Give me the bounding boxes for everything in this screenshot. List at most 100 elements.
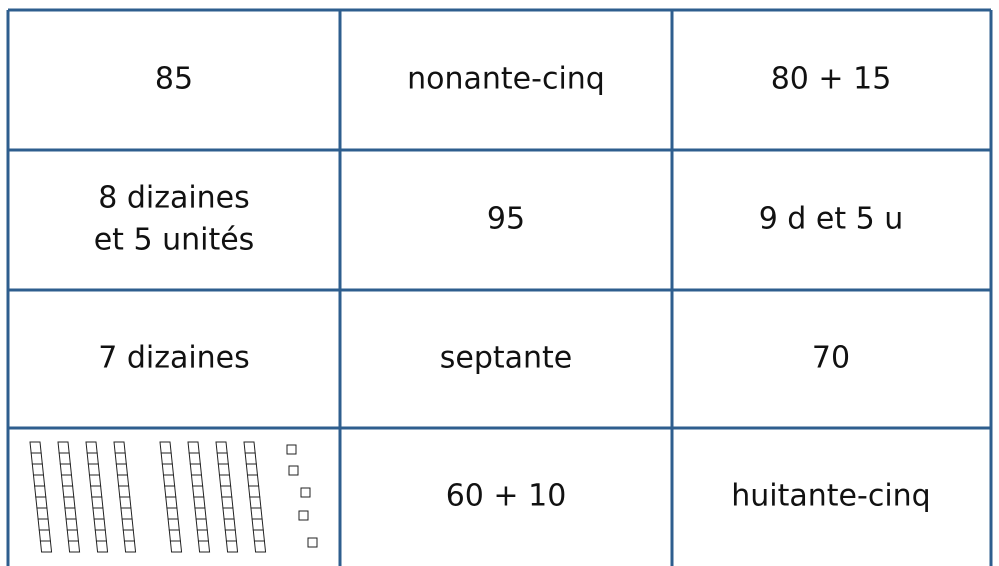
- rod-cell: [189, 463, 203, 476]
- cell-text: 60 + 10: [446, 479, 567, 514]
- ten-rod: [243, 441, 267, 553]
- rod-cell: [169, 540, 183, 553]
- rod-cell: [223, 518, 236, 531]
- rod-cell: [224, 529, 237, 542]
- rod-cell: [245, 463, 259, 476]
- ten-rod: [113, 441, 137, 553]
- rod-cell: [94, 529, 107, 542]
- cell-text: 80 + 15: [771, 62, 892, 97]
- rod-cell: [197, 540, 211, 553]
- rod-cell: [161, 463, 175, 476]
- rod-cell: [39, 540, 53, 553]
- rod-cell: [35, 496, 48, 509]
- rod-cell: [90, 485, 103, 498]
- rod-cell: [58, 452, 71, 465]
- rod-cell: [159, 441, 172, 454]
- rod-cell: [119, 496, 132, 509]
- ten-rod: [159, 441, 183, 553]
- rod-cell: [217, 463, 231, 476]
- rod-cell: [187, 441, 200, 454]
- rod-cell: [87, 463, 101, 476]
- rod-cell: [60, 474, 74, 487]
- ten-rod: [85, 441, 109, 553]
- cell-text: 9 d et 5 u: [759, 202, 904, 237]
- cell-text: septante: [440, 341, 573, 376]
- rod-cell: [113, 441, 126, 454]
- rod-cell: [249, 496, 262, 509]
- rod-cell: [162, 474, 176, 487]
- unit-cube: [286, 444, 297, 455]
- rod-cell: [85, 441, 98, 454]
- rod-cell: [221, 496, 234, 509]
- rod-cell: [244, 452, 257, 465]
- rod-cell: [194, 507, 207, 520]
- rod-cell: [115, 463, 129, 476]
- rod-cell: [248, 485, 261, 498]
- cell-text: 95: [487, 202, 525, 237]
- base-ten-blocks: [29, 441, 318, 553]
- rod-cell: [167, 518, 180, 531]
- cell-text: 85: [155, 62, 193, 97]
- rod-cell: [116, 474, 130, 487]
- rod-cell: [250, 507, 263, 520]
- rod-cell: [62, 485, 75, 498]
- rod-cell: [218, 474, 232, 487]
- unit-cube: [298, 510, 309, 521]
- rod-cell: [168, 529, 181, 542]
- rod-cell: [38, 529, 51, 542]
- unit-cube: [307, 537, 318, 548]
- rod-cell: [37, 518, 50, 531]
- rod-cell: [32, 474, 46, 487]
- cell-text: huitante-cinq: [731, 479, 930, 514]
- rod-cell: [122, 529, 135, 542]
- rod-cell: [36, 507, 49, 520]
- rod-cell: [64, 507, 77, 520]
- ten-rod: [29, 441, 53, 553]
- rod-cell: [91, 496, 104, 509]
- rod-cell: [165, 496, 178, 509]
- rod-cell: [66, 529, 79, 542]
- rod-cell: [251, 518, 264, 531]
- rod-cell: [92, 507, 105, 520]
- rod-cell: [216, 452, 229, 465]
- rod-cell: [190, 474, 204, 487]
- rod-cell: [193, 496, 206, 509]
- rod-cell: [29, 441, 42, 454]
- cell-text: nonante-cinq: [407, 62, 605, 97]
- rod-cell: [34, 485, 47, 498]
- rod-cell: [222, 507, 235, 520]
- rod-cell: [196, 529, 209, 542]
- ten-rod: [187, 441, 211, 553]
- rod-cell: [95, 540, 109, 553]
- rod-cell: [31, 463, 45, 476]
- rod-cell: [120, 507, 133, 520]
- rod-cell: [160, 452, 173, 465]
- cell-text: 8 dizaines: [98, 181, 250, 216]
- rod-cell: [65, 518, 78, 531]
- rod-cell: [114, 452, 127, 465]
- cell-text: 7 dizaines: [98, 341, 250, 376]
- rod-cell: [57, 441, 70, 454]
- rod-cell: [30, 452, 43, 465]
- rod-cell: [93, 518, 106, 531]
- rod-cell: [67, 540, 81, 553]
- rod-cell: [86, 452, 99, 465]
- rod-cell: [188, 452, 201, 465]
- rod-cell: [121, 518, 134, 531]
- rod-cell: [225, 540, 239, 553]
- cell-text: et 5 unités: [94, 223, 255, 258]
- rod-cell: [246, 474, 260, 487]
- rod-cell: [164, 485, 177, 498]
- ten-rod: [215, 441, 239, 553]
- rod-cell: [63, 496, 76, 509]
- rod-cell: [195, 518, 208, 531]
- rod-cell: [123, 540, 137, 553]
- rod-cell: [192, 485, 205, 498]
- rod-cell: [88, 474, 102, 487]
- rod-cell: [243, 441, 256, 454]
- cell-text: 70: [812, 341, 850, 376]
- rod-cell: [118, 485, 131, 498]
- rod-cell: [166, 507, 179, 520]
